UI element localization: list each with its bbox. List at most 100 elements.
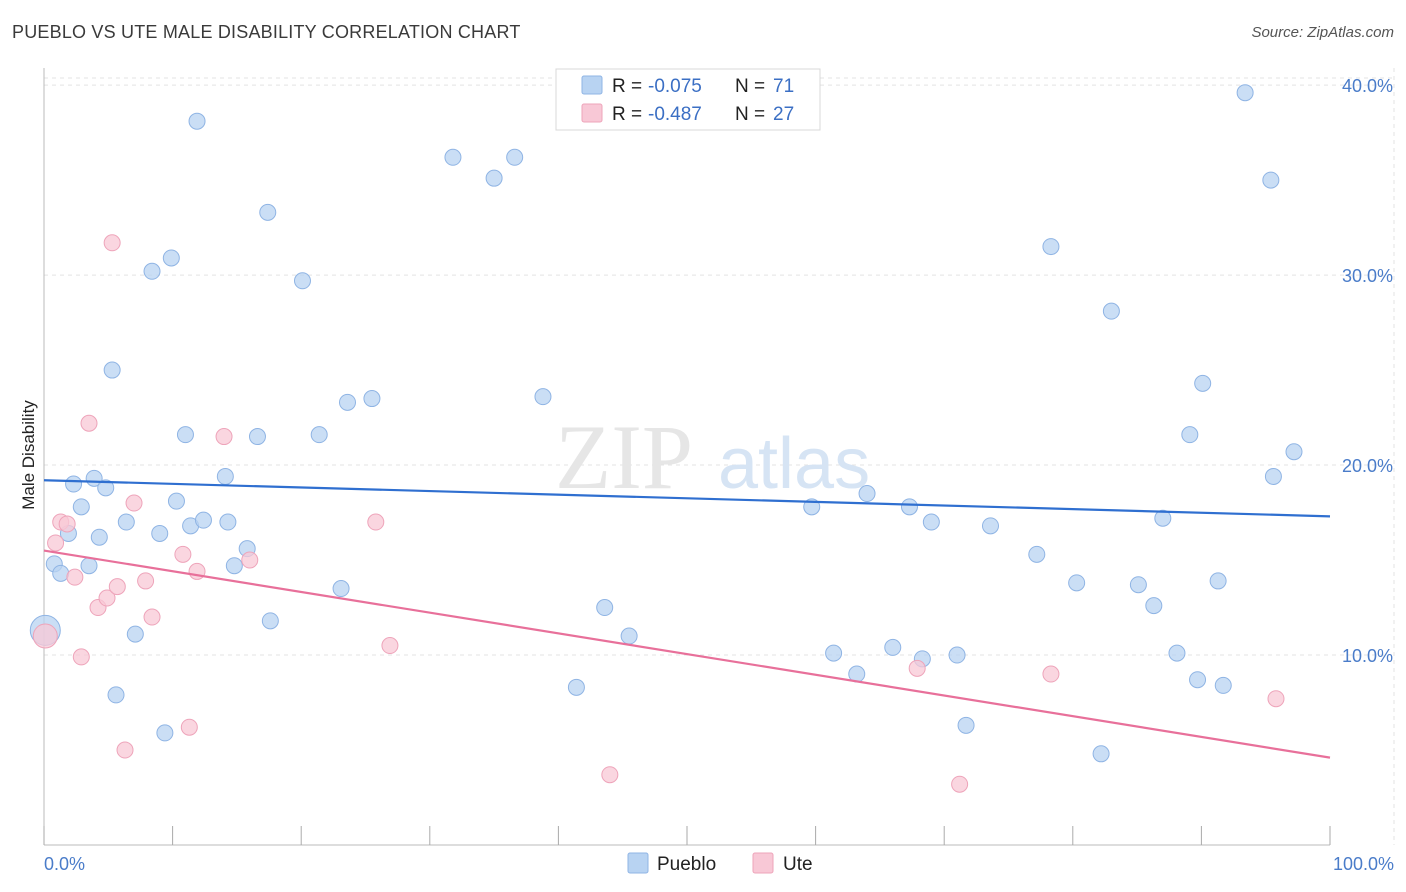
ute-point	[66, 568, 84, 586]
ute-point	[80, 414, 98, 432]
pueblo-point	[1068, 574, 1086, 592]
pueblo-point	[900, 498, 918, 516]
pueblo-point	[1145, 597, 1163, 615]
pueblo-point	[567, 678, 585, 696]
pueblo-point	[1262, 171, 1280, 189]
pueblo-point	[981, 517, 999, 535]
pueblo-point	[338, 393, 356, 411]
pueblo-point	[884, 638, 902, 656]
ute-point	[908, 659, 926, 677]
ute-legend-swatch	[581, 103, 603, 123]
pueblo-point	[97, 479, 115, 497]
pueblo-point	[126, 625, 144, 643]
pueblo-point	[52, 564, 70, 582]
y-tick-label: 10.0%	[1342, 646, 1393, 666]
pueblo-point	[107, 686, 125, 704]
ute-point	[215, 428, 233, 446]
pueblo-point	[1092, 745, 1110, 763]
ute-point	[951, 775, 969, 793]
pueblo-series-swatch	[627, 852, 649, 874]
pueblo-point	[293, 272, 311, 290]
pueblo-point	[117, 513, 135, 531]
ute-series-swatch	[752, 852, 774, 874]
ute-r-value: -0.487	[648, 104, 702, 125]
ute-point	[180, 718, 198, 736]
ute-series-label: Ute	[783, 854, 813, 875]
pueblo-point	[216, 467, 234, 485]
pueblo-point	[620, 627, 638, 645]
y-tick-label: 20.0%	[1342, 456, 1393, 476]
ute-r-label: R =	[612, 104, 642, 125]
pueblo-trend-line	[43, 479, 1331, 518]
ute-point	[137, 572, 155, 590]
pueblo-point	[485, 169, 503, 187]
pueblo-point	[1236, 84, 1254, 102]
ute-point	[1267, 690, 1285, 708]
pueblo-point	[167, 492, 185, 510]
pueblo-n-value: 71	[773, 76, 794, 97]
y-tick-label: 30.0%	[1342, 266, 1393, 286]
series-legend: Pueblo Ute	[627, 852, 813, 875]
pueblo-legend-swatch	[581, 75, 603, 95]
ute-point	[32, 623, 58, 649]
pueblo-point	[948, 646, 966, 664]
pueblo-point	[65, 475, 83, 493]
pueblo-point	[225, 557, 243, 575]
ute-point	[98, 589, 116, 607]
pueblo-point	[825, 644, 843, 662]
pueblo-point	[1028, 545, 1046, 563]
stats-legend: R = -0.075 N = 71 R = -0.487 N = 27	[555, 68, 821, 131]
y-axis-label: Male Disability	[19, 400, 38, 510]
pueblo-point	[156, 724, 174, 742]
pueblo-point	[1214, 676, 1232, 694]
ute-point	[601, 766, 619, 784]
pueblo-point	[1209, 572, 1227, 590]
watermark-zip: ZIP	[555, 406, 693, 508]
y-tick-label: 40.0%	[1342, 76, 1393, 96]
ute-n-label: N =	[735, 104, 765, 125]
pueblo-point	[188, 112, 206, 130]
pueblo-point	[922, 513, 940, 531]
pueblo-point	[219, 513, 237, 531]
pueblo-point	[1102, 302, 1120, 320]
pueblo-point	[72, 498, 90, 516]
pueblo-point	[1129, 576, 1147, 594]
ute-point	[241, 551, 259, 569]
ute-point	[47, 534, 65, 552]
pueblo-point	[80, 557, 98, 575]
pueblo-point	[1168, 644, 1186, 662]
pueblo-point	[162, 249, 180, 267]
pueblo-series-label: Pueblo	[657, 854, 716, 875]
pueblo-point	[1189, 671, 1207, 689]
ute-point	[125, 494, 143, 512]
watermark-atlas: atlas	[718, 424, 870, 504]
pueblo-point	[444, 148, 462, 166]
pueblo-point	[310, 426, 328, 444]
trend-lines	[43, 479, 1331, 759]
pueblo-point	[332, 580, 350, 598]
chart-title: PUEBLO VS UTE MALE DISABILITY CORRELATIO…	[12, 22, 521, 42]
x-tick-label-min: 0.0%	[44, 854, 85, 874]
pueblo-point	[261, 612, 279, 630]
ute-point	[116, 741, 134, 759]
axes	[43, 68, 1331, 846]
pueblo-point	[1194, 374, 1212, 392]
ute-point	[367, 513, 385, 531]
ute-point	[1042, 665, 1060, 683]
pueblo-point	[1181, 426, 1199, 444]
pueblo-point	[1042, 238, 1060, 256]
pueblo-point	[1264, 467, 1282, 485]
pueblo-point	[248, 428, 266, 446]
pueblo-point	[103, 361, 121, 379]
pueblo-n-label: N =	[735, 76, 765, 97]
pueblo-point	[1285, 443, 1303, 461]
pueblo-r-value: -0.075	[648, 76, 702, 97]
pueblo-r-label: R =	[612, 76, 642, 97]
pueblo-point	[259, 203, 277, 221]
pueblo-point	[363, 390, 381, 408]
ute-point	[103, 234, 121, 252]
pueblo-point	[596, 599, 614, 617]
source-credit: Source: ZipAtlas.com	[1251, 24, 1394, 41]
pueblo-point	[176, 426, 194, 444]
